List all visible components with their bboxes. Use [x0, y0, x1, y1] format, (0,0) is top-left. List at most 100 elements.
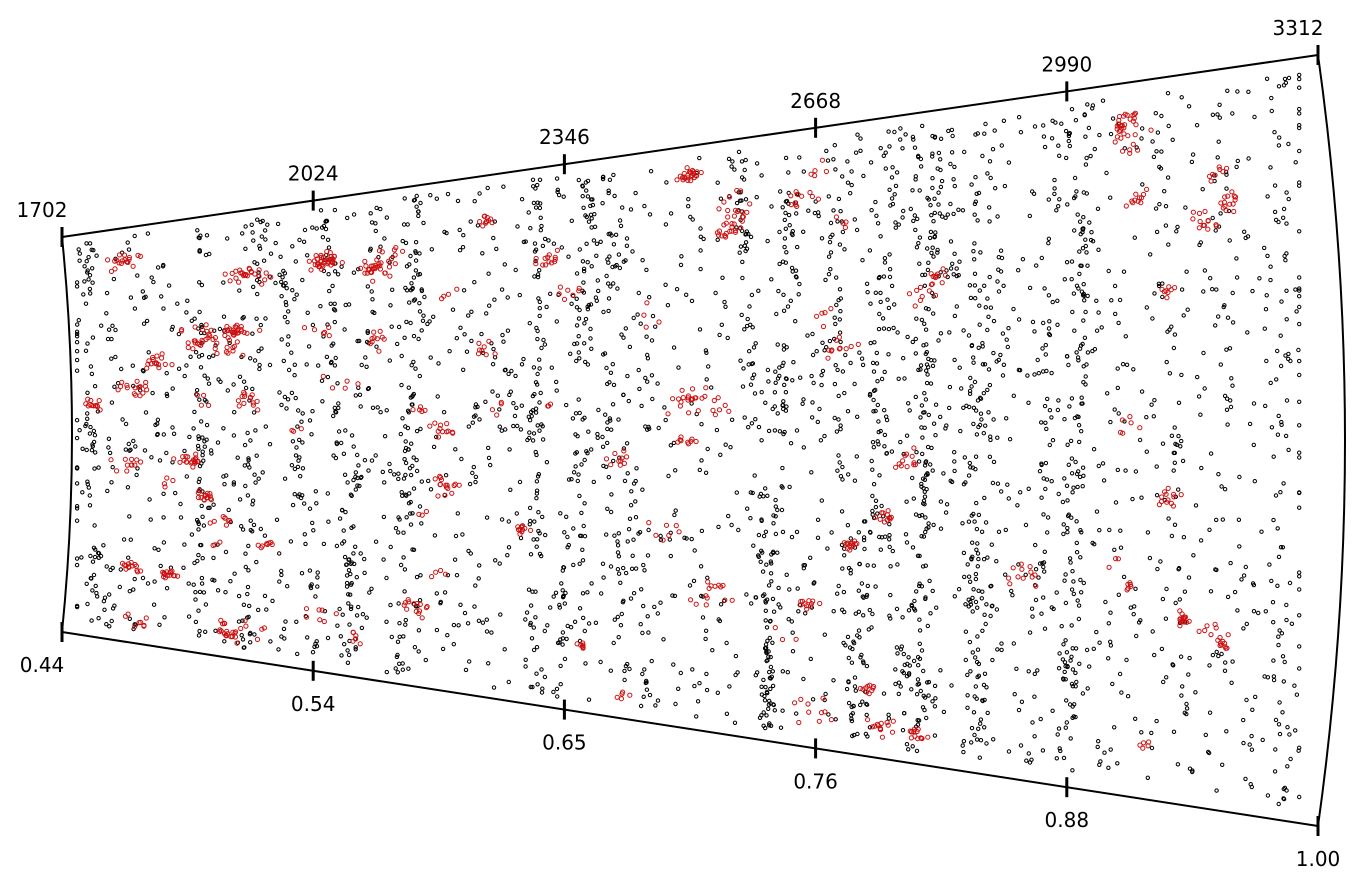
- field-point: [155, 417, 161, 422]
- field-point: [589, 447, 594, 452]
- field-point: [346, 601, 351, 606]
- field-point: [668, 553, 673, 559]
- field-point: [378, 410, 383, 415]
- field-point: [86, 277, 91, 282]
- field-point: [576, 177, 581, 183]
- group-point: [1148, 127, 1154, 133]
- field-point: [157, 458, 163, 463]
- field-point: [1067, 556, 1073, 561]
- field-point: [492, 219, 497, 224]
- field-point: [972, 283, 978, 288]
- group-point: [388, 256, 395, 262]
- field-point: [849, 182, 854, 188]
- field-point: [943, 426, 948, 431]
- field-point: [926, 693, 931, 698]
- field-point: [1215, 112, 1220, 117]
- field-point: [589, 264, 594, 269]
- field-point: [99, 323, 104, 328]
- field-point: [535, 274, 541, 280]
- field-point: [351, 444, 356, 449]
- field-point: [1244, 621, 1250, 627]
- field-point: [408, 320, 413, 326]
- field-point: [349, 581, 354, 586]
- group-point: [226, 337, 233, 343]
- field-point: [599, 591, 604, 596]
- field-point: [458, 602, 463, 607]
- group-point: [533, 261, 539, 267]
- field-point: [752, 473, 757, 478]
- field-point: [887, 267, 893, 272]
- group-point: [1165, 289, 1171, 296]
- field-point: [535, 182, 540, 188]
- field-point: [1172, 450, 1178, 456]
- field-point: [615, 286, 620, 291]
- group-point: [603, 456, 610, 462]
- field-point: [1074, 350, 1079, 355]
- field-point: [1173, 441, 1178, 447]
- field-point: [861, 173, 866, 179]
- field-point: [527, 430, 532, 435]
- field-point: [1080, 401, 1085, 406]
- field-point: [810, 331, 815, 337]
- field-point: [846, 472, 851, 477]
- field-point: [561, 194, 566, 199]
- field-point: [1081, 473, 1086, 478]
- group-point: [557, 284, 564, 290]
- group-point: [1115, 556, 1122, 562]
- field-point: [840, 174, 845, 179]
- group-point: [357, 641, 363, 647]
- field-point: [1172, 460, 1178, 465]
- field-point: [900, 728, 906, 733]
- field-point: [699, 422, 704, 427]
- field-point: [565, 623, 570, 629]
- field-point: [1005, 482, 1010, 487]
- group-point: [1162, 489, 1168, 495]
- field-point: [1066, 362, 1071, 368]
- field-point: [340, 612, 345, 617]
- field-point: [989, 542, 994, 547]
- field-point: [1273, 717, 1279, 723]
- group-point: [1208, 632, 1214, 638]
- field-point: [521, 356, 526, 362]
- field-point: [344, 562, 349, 567]
- field-point: [321, 541, 327, 547]
- field-point: [815, 535, 821, 540]
- field-point: [746, 362, 751, 367]
- field-point: [882, 256, 888, 261]
- group-point: [794, 203, 800, 209]
- field-point: [576, 316, 582, 321]
- field-point: [521, 239, 527, 245]
- field-point: [903, 532, 909, 537]
- field-point: [791, 360, 796, 365]
- field-point: [825, 546, 830, 551]
- group-point: [214, 350, 220, 357]
- field-point: [1132, 235, 1138, 240]
- field-point: [951, 177, 956, 182]
- group-point: [206, 402, 212, 408]
- field-point: [826, 254, 832, 259]
- group-point: [729, 221, 735, 227]
- group-point: [738, 225, 744, 231]
- field-point: [1216, 139, 1221, 144]
- group-point: [192, 340, 198, 346]
- field-point: [579, 510, 584, 516]
- field-point: [1297, 490, 1302, 496]
- field-point: [530, 438, 536, 443]
- group-point: [232, 634, 239, 640]
- field-point: [661, 637, 666, 642]
- field-point: [611, 382, 617, 388]
- field-point: [1166, 242, 1171, 247]
- field-point: [353, 393, 358, 398]
- field-point: [907, 663, 912, 668]
- field-point: [664, 180, 669, 185]
- field-point: [507, 447, 512, 452]
- field-point: [514, 405, 519, 411]
- field-point: [535, 474, 541, 479]
- field-point: [1082, 298, 1087, 303]
- field-point: [417, 373, 422, 379]
- field-point: [353, 544, 358, 549]
- field-point: [1198, 412, 1203, 417]
- field-point: [973, 571, 979, 577]
- field-point: [292, 492, 297, 497]
- field-point: [915, 655, 921, 660]
